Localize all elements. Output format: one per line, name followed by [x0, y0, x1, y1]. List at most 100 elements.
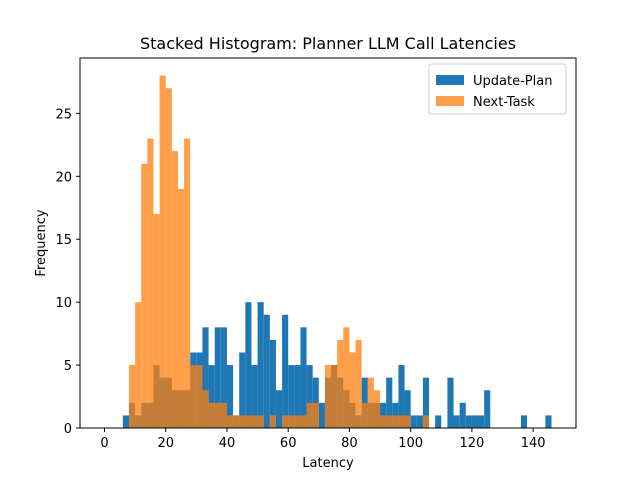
y-tick-label: 25	[55, 107, 72, 122]
histogram-bar	[343, 327, 350, 428]
histogram-bar	[220, 327, 227, 428]
x-tick-label: 100	[398, 436, 423, 451]
histogram-bar	[484, 390, 491, 428]
histogram-bar	[233, 415, 240, 428]
x-axis-ticks: 0 20 40 60 80 100 120 140	[100, 428, 546, 451]
histogram-bar	[324, 365, 332, 428]
x-tick-label: 80	[341, 436, 358, 451]
histogram-bar	[226, 365, 234, 428]
histogram-bar	[263, 314, 270, 428]
y-tick-label: 10	[55, 296, 72, 311]
histogram-bar	[312, 402, 319, 428]
histogram-bar	[226, 415, 234, 428]
histogram-bar	[435, 415, 442, 428]
histogram-bar	[208, 365, 215, 428]
histogram-bar	[422, 415, 430, 428]
histogram-bar	[361, 402, 368, 428]
histogram-bar	[190, 365, 197, 428]
histogram-bar	[269, 339, 276, 428]
histogram-bar	[239, 352, 246, 428]
plot-frame	[79, 57, 577, 429]
histogram-bar	[165, 88, 172, 429]
histogram-bar	[422, 377, 430, 428]
histogram-bar	[288, 415, 295, 428]
histogram-bar	[404, 415, 411, 428]
histogram-bar	[141, 163, 148, 428]
histogram-bar	[208, 402, 215, 428]
histogram-bar	[294, 415, 301, 428]
histogram-bar	[159, 75, 166, 428]
histogram-bar	[392, 415, 399, 428]
histogram-bar	[300, 327, 307, 428]
histogram-bar	[135, 302, 142, 428]
x-tick-label: 40	[219, 436, 236, 451]
histogram-bar	[306, 402, 313, 428]
histogram-bar	[196, 365, 203, 428]
legend-swatch	[436, 75, 464, 85]
histogram-bar	[545, 415, 552, 428]
histogram-bar	[367, 377, 374, 428]
legend-label: Update-Plan	[473, 74, 552, 89]
y-axis-label: Frequency	[34, 209, 49, 276]
histogram-bar	[202, 327, 209, 428]
legend: Update-Plan Next-Task	[428, 63, 567, 115]
y-tick-label: 5	[64, 359, 72, 374]
histogram-bar	[306, 365, 313, 428]
histogram-bars	[122, 75, 552, 429]
histogram-bar	[239, 415, 246, 428]
histogram-bar	[251, 415, 258, 428]
histogram-bar	[147, 138, 154, 428]
histogram-bar	[318, 402, 325, 428]
histogram-bar	[478, 415, 485, 428]
histogram-bar	[453, 415, 460, 428]
histogram-bar	[251, 365, 258, 428]
histogram-bar	[122, 415, 129, 428]
histogram-bar	[404, 390, 411, 428]
x-tick-label: 140	[521, 436, 546, 451]
x-axis-label: Latency	[302, 456, 354, 471]
x-tick-label: 20	[157, 436, 174, 451]
histogram-bar	[288, 365, 295, 428]
chart-title: Stacked Histogram: Planner LLM Call Late…	[140, 34, 516, 53]
histogram-bar	[300, 415, 307, 428]
histogram-bar	[373, 390, 381, 428]
histogram-bar	[398, 365, 405, 428]
histogram-bar	[214, 327, 221, 428]
histogram-bar	[386, 377, 393, 428]
histogram-bar	[184, 138, 191, 428]
histogram-bar	[447, 377, 454, 428]
histogram-bar	[410, 415, 417, 428]
histogram-bar	[337, 339, 344, 428]
histogram-bar	[355, 339, 362, 428]
y-tick-label: 15	[55, 233, 72, 248]
histogram-bar	[177, 188, 185, 428]
legend-label: Next-Task	[473, 95, 535, 110]
x-tick-label: 0	[100, 436, 108, 451]
histogram-bar	[349, 352, 356, 428]
histogram-bar	[282, 415, 289, 428]
histogram-bar	[171, 151, 178, 428]
histogram-bar	[520, 415, 528, 428]
histogram-bar	[220, 402, 227, 428]
histogram-bar	[386, 415, 393, 428]
histogram-bar	[245, 302, 252, 428]
histogram-bar	[294, 365, 301, 428]
histogram-bar	[202, 390, 209, 428]
histogram-bar	[331, 365, 338, 428]
histogram-bar	[398, 415, 405, 428]
histogram-bar	[380, 415, 387, 428]
y-tick-label: 0	[64, 422, 72, 437]
histogram-bar	[416, 415, 423, 428]
histogram-bar	[282, 314, 289, 428]
histogram-bar	[128, 365, 136, 428]
x-tick-label: 60	[280, 436, 297, 451]
histogram-bar	[471, 415, 479, 428]
series-next-task	[128, 75, 430, 429]
histogram-bar	[214, 402, 221, 428]
y-tick-label: 20	[55, 170, 72, 185]
histogram-bar	[245, 415, 252, 428]
histogram-bar	[459, 402, 466, 428]
y-axis-ticks: 0 5 10 15 20 25	[55, 107, 80, 437]
histogram-bar	[465, 415, 472, 428]
